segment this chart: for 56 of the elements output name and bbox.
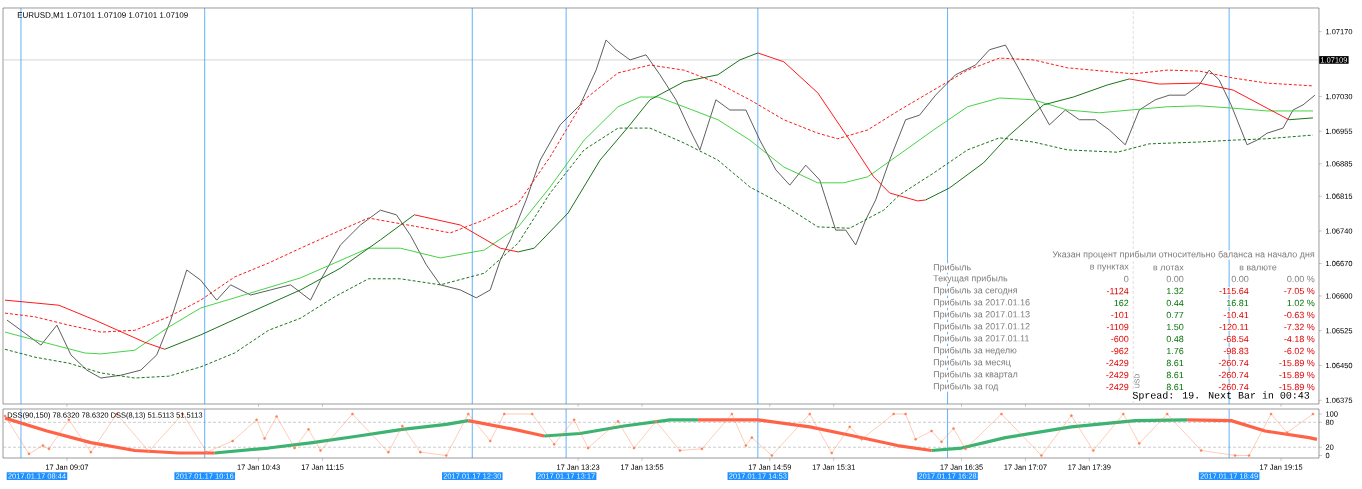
annotation: 8.61 xyxy=(1166,359,1184,367)
annotation: -4.18 % xyxy=(1284,335,1315,343)
annotation: 0.00 xyxy=(1166,275,1184,283)
annotation: -98.83 xyxy=(1223,347,1249,355)
annotation: 162 xyxy=(1114,299,1129,307)
annotation: Прибыль за год xyxy=(933,382,999,392)
annotation: 8.61 xyxy=(1166,371,1184,379)
annotation: -7.05 % xyxy=(1284,287,1315,295)
annotation: Указан процент прибыли относительно баланса на начало дня xyxy=(1052,250,1315,260)
annotation: -15.89 % xyxy=(1279,359,1315,367)
annotation: Прибыль за 2017.01.12 xyxy=(933,322,1030,332)
annotation: в лотах xyxy=(1153,265,1184,271)
annotation: -2429 xyxy=(1106,359,1129,367)
annotation: Прибыль за квартал xyxy=(933,370,1018,380)
annotation: Прибыль за 2017.01.13 xyxy=(933,310,1030,320)
annotation: 0.00 % xyxy=(1287,275,1315,283)
annotation: -120.11 xyxy=(1219,323,1249,331)
annotation: 0.44 xyxy=(1166,299,1184,307)
annotation: 0.77 xyxy=(1166,311,1184,319)
annotation: в валюте xyxy=(1239,265,1277,271)
annotation: Прибыль xyxy=(933,263,971,273)
annotation: 0.48 xyxy=(1166,335,1184,343)
annotation: Прибыль за 2017.01.16 xyxy=(933,298,1030,308)
annotation: 16.81 xyxy=(1227,299,1249,307)
annotation: Текущая прибыль xyxy=(933,274,1008,284)
annotation: -260.74 xyxy=(1218,383,1249,391)
annotation: -0.63 % xyxy=(1284,311,1315,319)
annotation: Прибыль за неделю xyxy=(933,346,1017,356)
annotation: 1.32 xyxy=(1167,287,1184,295)
annotation: -15.89 % xyxy=(1279,383,1315,391)
annotation: Spread: 19. Next Bar in 00:43 xyxy=(1132,391,1310,401)
annotation: -600 xyxy=(1111,335,1129,343)
annotation: -101 xyxy=(1111,311,1129,319)
annotation: 0 xyxy=(1124,275,1129,283)
annotation: -15.89 % xyxy=(1279,371,1315,379)
annotation: -1124 xyxy=(1106,287,1129,295)
annotation: Прибыль за 2017.01.11 xyxy=(933,334,1029,344)
annotation: -260.74 xyxy=(1218,359,1249,367)
annotation: -2429 xyxy=(1106,371,1129,379)
annotation: -10.41 xyxy=(1223,311,1249,319)
annotation: -115.64 xyxy=(1219,287,1249,295)
annotation: 1.02 % xyxy=(1287,299,1315,307)
annotation: -1109 xyxy=(1106,323,1129,331)
annotation: -7.32 % xyxy=(1284,323,1315,331)
annotation: -68.54 xyxy=(1223,335,1249,343)
annotation: в пунктах xyxy=(1090,264,1129,272)
annotation: -2429 xyxy=(1106,383,1129,391)
annotation: 8.61 xyxy=(1166,383,1184,391)
annotation: 0.00 xyxy=(1231,275,1249,283)
annotation: -962 xyxy=(1111,347,1129,355)
annotation: 1.50 xyxy=(1167,323,1184,331)
annotation: Прибыль за месяц xyxy=(933,358,1011,368)
annotation: -6.02 % xyxy=(1284,347,1315,355)
annotation: Прибыль за сегодня xyxy=(933,286,1017,296)
annotation: 1.76 xyxy=(1167,347,1184,355)
annotation: -260.74 xyxy=(1218,371,1249,379)
